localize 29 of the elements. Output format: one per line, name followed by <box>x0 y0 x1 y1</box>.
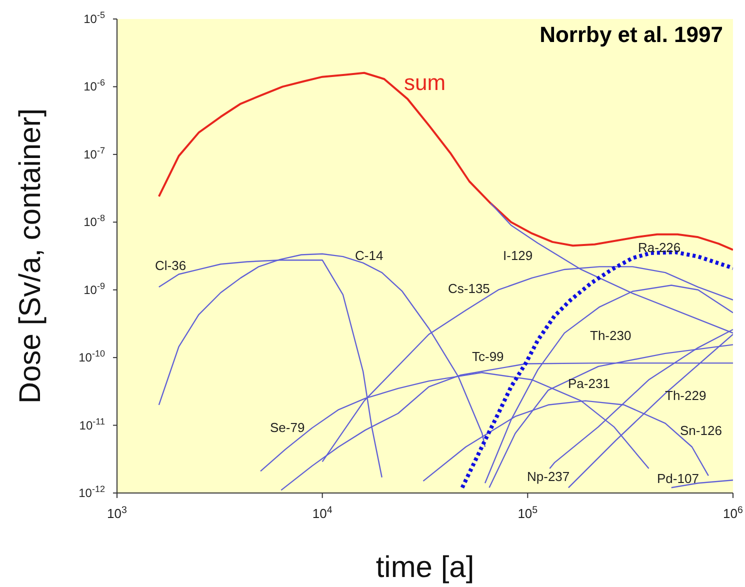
y-tick-label: 10$^{-8}$ <box>84 213 105 230</box>
x-tick-label: 10$^{5}$ <box>518 504 538 521</box>
y-tick-label: 10$^{-12}$ <box>78 484 105 500</box>
series-label: Np-237 <box>527 469 570 484</box>
series-label: Th-229 <box>665 388 706 403</box>
y-tick-label: 10$^{-7}$ <box>84 145 105 162</box>
x-tick-label: 10$^{4}$ <box>312 504 333 521</box>
y-axis-title: Dose [Sv/a, container] <box>14 108 47 404</box>
annotation: Norrby et al. 1997 <box>540 22 723 48</box>
series-label: C-14 <box>355 248 384 263</box>
x-tick-label: 10$^{3}$ <box>107 504 127 521</box>
y-tick-label: 10$^{-9}$ <box>84 280 105 297</box>
series-label: Sn-126 <box>680 423 722 438</box>
y-tick-label: 10$^{-5}$ <box>84 10 105 26</box>
y-tick-label: 10$^{-6}$ <box>84 78 105 94</box>
series-label: Cl-36 <box>155 258 186 273</box>
series-label: Pd-107 <box>657 471 699 486</box>
series-label: Se-79 <box>270 420 305 435</box>
y-tick-label: 10$^{-11}$ <box>79 416 105 432</box>
x-tick-label: 10$^{6}$ <box>723 504 743 521</box>
series-label: Tc-99 <box>472 349 504 364</box>
series-label: Pa-231 <box>568 376 610 391</box>
series-label: Th-230 <box>590 328 632 343</box>
series-label: I-129 <box>503 248 533 263</box>
x-axis-title: time [a] <box>376 551 474 584</box>
series-label: Ra-226 <box>638 240 681 255</box>
y-tick-label: 10$^{-10}$ <box>78 348 105 365</box>
series-label: sum <box>404 70 446 95</box>
series-label: Cs-135 <box>448 281 490 296</box>
